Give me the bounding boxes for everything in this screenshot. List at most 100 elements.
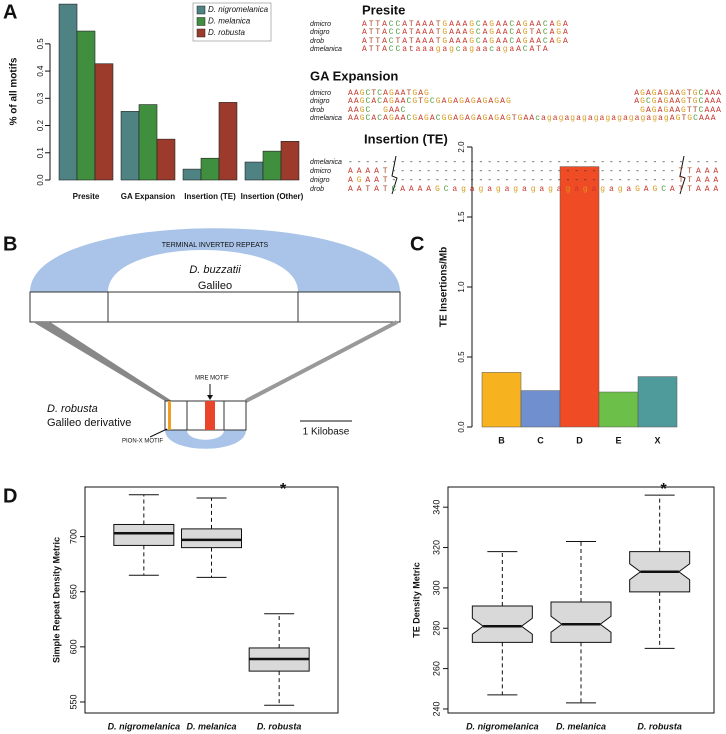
arrow-head [207, 395, 213, 400]
x-tick-label: E [615, 435, 621, 445]
box [471, 605, 533, 643]
sequence: AAGCACAGAACGAGACGGAGAGAGAGAGTGAAcagagaga… [348, 114, 716, 123]
tir-arch-inner [108, 250, 298, 292]
diagram-label: D. robusta [47, 403, 98, 415]
sequence: AGCGAGAAGTGCAAA [634, 97, 721, 106]
y-tick-label: 340 [431, 500, 441, 515]
x-tick-label: Insertion (Other) [241, 192, 304, 201]
y-tick-label: 1.5 [457, 211, 466, 223]
y-tick-label: 280 [431, 621, 441, 636]
y-axis-label: Simple Repeat Density Metric [51, 537, 61, 663]
bar [244, 161, 264, 181]
species-label: dmelanica [310, 159, 342, 166]
species-label: drob [310, 38, 324, 45]
sequence: AAGCTCAGAATGAG [348, 89, 429, 98]
bar [280, 141, 300, 181]
y-tick-label: 240 [431, 701, 441, 716]
species-label: dnigro [310, 98, 330, 105]
x-tick-label: X [654, 435, 660, 445]
alignment-title: GA Expansion [310, 68, 398, 83]
species-label: drob [310, 186, 324, 193]
panel-label: D [3, 485, 17, 507]
y-tick-label: 700 [68, 529, 78, 544]
species-label: dnigro [310, 177, 330, 184]
arrow [149, 428, 168, 438]
break-mark [391, 155, 398, 195]
y-tick-label: 300 [431, 580, 441, 595]
x-tick-label: D. melanica [556, 721, 606, 731]
y-tick-label: 550 [68, 694, 78, 709]
projection-line [245, 320, 398, 403]
box [113, 523, 175, 546]
y-axis-label: % of all motifs [9, 57, 20, 125]
legend-label: D. nigromelanica [208, 5, 269, 14]
bar [58, 3, 78, 181]
sequence: GAGAGAAGTTCAAA [640, 106, 721, 115]
bar [481, 372, 522, 428]
y-tick-label: 260 [431, 661, 441, 676]
mre-motif [205, 401, 215, 430]
projection-band [33, 322, 172, 401]
y-axis-label: TE Density Metric [411, 562, 421, 638]
panel-label: A [3, 1, 17, 23]
legend-label: D. robusta [208, 28, 245, 37]
box [550, 601, 612, 643]
diagram-label: 1 Kilobase [303, 427, 350, 438]
panel-label: C [410, 233, 424, 255]
legend-swatch [196, 5, 206, 15]
species-label: dmelanica [310, 46, 342, 53]
plot-frame [447, 486, 715, 714]
plot-frame [84, 486, 339, 714]
species-label: dnigro [310, 29, 330, 36]
bar [156, 138, 176, 181]
y-tick-label: 0.5 [36, 38, 45, 50]
bar [200, 157, 220, 181]
species-label: dmelanica [310, 115, 342, 122]
bar [262, 150, 282, 181]
bar [520, 390, 561, 428]
x-tick-label: B [498, 435, 505, 445]
x-tick-label: C [537, 435, 544, 445]
x-tick-label: Presite [73, 192, 100, 201]
legend-box [192, 2, 272, 42]
species-label: dmicro [310, 168, 331, 175]
y-tick-label: 0.3 [36, 92, 45, 104]
species-label: drob [310, 107, 324, 114]
x-tick-label: GA Expansion [121, 192, 175, 201]
legend-swatch [196, 17, 206, 26]
bar [76, 30, 96, 181]
sequence: ----------------------------------------… [348, 158, 718, 167]
x-tick-label: D. nigromelanica [466, 721, 539, 731]
sequence: AGAGAGAAGTGCAAA [634, 89, 721, 98]
bar [182, 168, 202, 181]
diagram-label: TERMINAL INVERTED REPEATS [162, 242, 269, 249]
y-tick-label: 2.0 [457, 141, 466, 153]
diagram-label: MRE MOTIF [195, 376, 229, 382]
legend-label: D. melanica [208, 17, 251, 26]
y-tick-label: 0.0 [36, 174, 45, 186]
y-tick-label: 0.0 [457, 421, 466, 433]
bar [559, 166, 600, 428]
x-tick-label: D [576, 435, 583, 445]
diagram-label: PION-X MOTIF [122, 439, 163, 445]
break-mark [679, 155, 686, 195]
alignment-title: Presite [362, 2, 405, 17]
pion-x-motif [168, 401, 171, 430]
diagram-label: D. buzzatii [189, 264, 241, 276]
y-tick-label: 0.1 [36, 147, 45, 159]
significance-mark: * [661, 481, 668, 498]
legend-swatch [196, 28, 206, 38]
y-tick-label: 650 [68, 584, 78, 599]
y-tick-label: 0.2 [36, 119, 45, 131]
box [181, 528, 242, 549]
sequence: AAGCACAGAACGTGCGAGAGAGAGAGAG [348, 97, 511, 106]
diagram-label: Galileo derivative [47, 417, 131, 429]
bar [138, 104, 158, 181]
